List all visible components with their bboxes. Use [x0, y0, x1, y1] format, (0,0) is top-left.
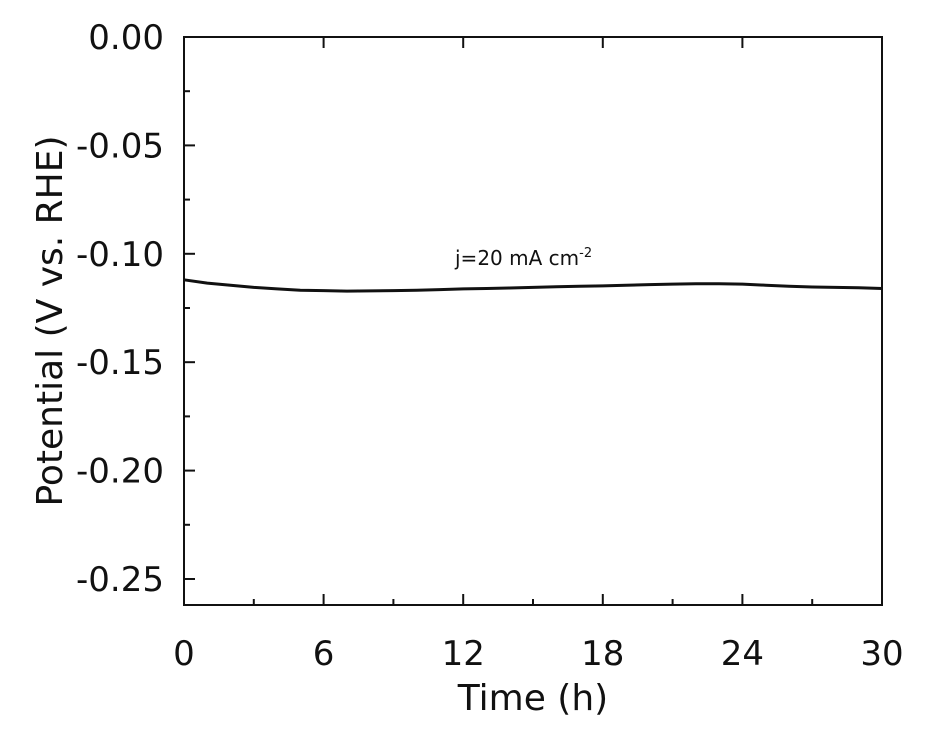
x-tick-label: 30 — [860, 634, 903, 674]
x-tick-label: 0 — [173, 634, 195, 674]
x-axis-title: Time (h) — [457, 678, 608, 719]
x-axis-ticks: 0 6 12 18 24 30 — [173, 37, 903, 674]
series-layer — [184, 280, 882, 291]
x-tick-label: 18 — [581, 634, 624, 674]
y-axis-title: Potential (V vs. RHE) — [30, 135, 71, 506]
plot-frame — [184, 37, 882, 605]
current-density-annotation: j=20 mA cm-2 — [454, 246, 592, 270]
x-tick-label: 12 — [442, 634, 485, 674]
x-tick-label: 6 — [313, 634, 335, 674]
y-tick-label: -0.25 — [76, 560, 164, 600]
y-tick-label: -0.20 — [76, 452, 164, 492]
series-line — [184, 280, 882, 291]
x-tick-label: 24 — [721, 634, 764, 674]
y-axis-ticks: 0.00 -0.05 -0.10 -0.15 -0.20 -0.25 — [76, 18, 195, 600]
y-tick-label: -0.05 — [76, 126, 164, 166]
y-tick-label: 0.00 — [88, 18, 164, 58]
annotation-superscript: -2 — [579, 246, 592, 261]
y-tick-label: -0.10 — [76, 235, 164, 275]
y-tick-label: -0.15 — [76, 343, 164, 383]
annotation-main-text: j=20 mA cm — [454, 246, 579, 270]
